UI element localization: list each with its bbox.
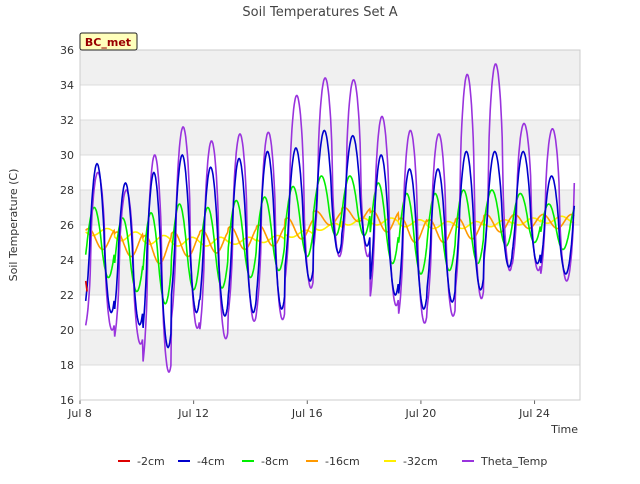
y-tick-label: 18 [60,359,74,372]
y-tick-label: 26 [60,219,74,232]
x-axis-label: Time [550,423,578,436]
plot-frame [79,49,581,401]
grid-band [80,330,580,365]
site-badge-box [79,32,138,51]
site-badge: BC_met [79,32,138,51]
legend-label: -16cm [325,455,360,468]
y-tick-label: 28 [60,184,74,197]
x-tick-label: Jul 8 [67,407,92,420]
x-tick-label: Jul 12 [177,407,209,420]
legend: -2cm -4cm -8cm -16cm -32cm Theta_Temp [118,455,547,468]
y-tick-label: 16 [60,394,74,407]
legend-label: -4cm [197,455,225,468]
series-line-minus-8cm [84,175,576,305]
x-tick-label: Jul 24 [518,407,550,420]
y-tick-label: 34 [60,79,74,92]
y-tick-label: 32 [60,114,74,127]
legend-label: -8cm [261,455,289,468]
y-tick-label: 36 [60,44,74,57]
y-axis-label: Soil Temperature (C) [7,169,20,282]
x-tick-label: Jul 16 [291,407,323,420]
legend-label: Theta_Temp [480,455,547,468]
series-line-minus-16cm [85,206,575,265]
site-badge-label: BC_met [85,36,131,49]
legend-label: -32cm [403,455,438,468]
x-tick-label: Jul 20 [405,407,437,420]
legend-label: -2cm [137,455,165,468]
y-tick-label: 24 [60,254,74,267]
grid-band [80,120,580,155]
series-line-Theta_Temp [84,63,576,373]
plot-area: 16 18 20 22 24 26 28 30 32 34 36 Jul 8 Jul 12 Jul 16 J… [60,44,581,420]
chart-title: Soil Temperatures Set A [242,5,397,20]
y-tick-label: 30 [60,149,74,162]
y-tick-label: 22 [60,289,74,302]
series-line-minus-4cm [84,129,576,349]
series-line-minus-2cm [84,280,88,292]
grid-band [80,260,580,295]
grid-band [80,50,580,85]
y-tick-label: 20 [60,324,74,337]
